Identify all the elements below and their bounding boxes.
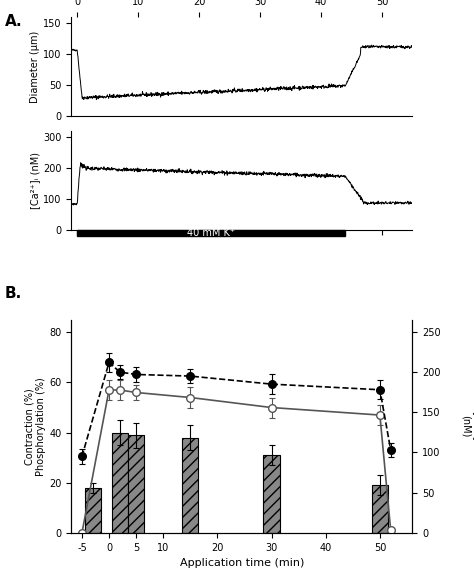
Bar	[264, 455, 280, 533]
Bar	[77, 230, 346, 236]
Bar	[85, 488, 101, 533]
Y-axis label: Contraction (%)
Phosphorylation (%): Contraction (%) Phosphorylation (%)	[25, 377, 46, 476]
Y-axis label: Diameter (μm): Diameter (μm)	[30, 30, 40, 103]
Text: A.: A.	[5, 14, 22, 29]
Text: B.: B.	[5, 286, 22, 301]
Y-axis label: [Ca²⁺]ᵢ (nM): [Ca²⁺]ᵢ (nM)	[30, 152, 40, 209]
Y-axis label: [Ca²⁺]ᵢ
(nM): [Ca²⁺]ᵢ (nM)	[460, 411, 474, 442]
Text: 40 mM K⁺: 40 mM K⁺	[187, 228, 235, 238]
Bar	[128, 435, 144, 533]
Bar	[182, 438, 199, 533]
Bar	[372, 485, 388, 533]
Bar	[112, 433, 128, 533]
X-axis label: Application time (min): Application time (min)	[180, 558, 304, 568]
